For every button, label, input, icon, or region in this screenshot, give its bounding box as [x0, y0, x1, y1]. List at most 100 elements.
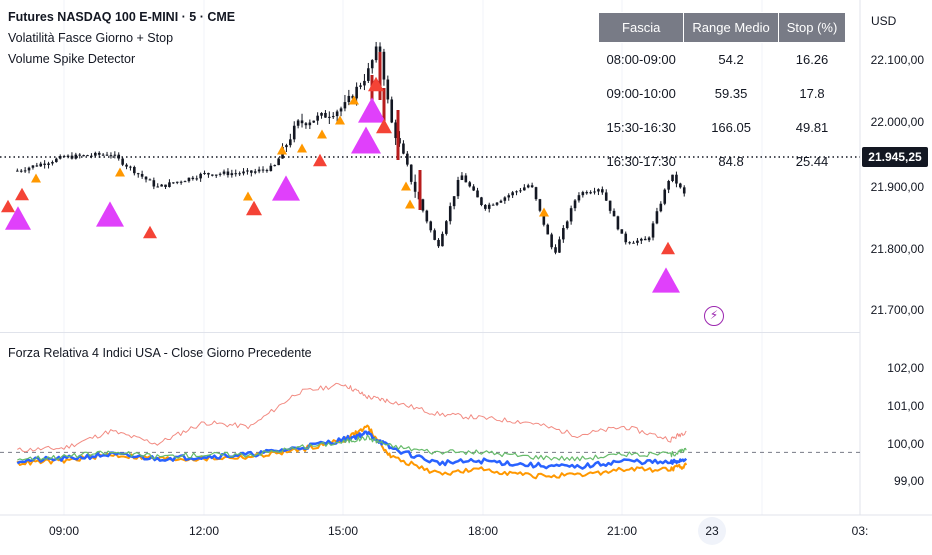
candle-body: [285, 145, 288, 148]
candle-body: [593, 191, 596, 193]
candle-body: [19, 170, 23, 172]
spike-marker: [1, 199, 15, 213]
table-header-fascia: Fascia: [597, 12, 685, 43]
candle-body: [312, 120, 316, 123]
series-line-orange: [16, 424, 688, 480]
candle-body: [663, 189, 667, 204]
candle-body: [129, 166, 132, 168]
candle-body: [101, 154, 105, 156]
flash-icon[interactable]: ⚡: [704, 306, 724, 326]
candle-body: [597, 189, 600, 192]
candle-body: [476, 190, 479, 198]
spike-marker: [15, 187, 29, 201]
price-label: 21.800,00: [870, 242, 924, 256]
candle-body: [105, 154, 109, 156]
candle-body: [413, 181, 417, 192]
candle-body: [484, 204, 487, 209]
spike-marker: [376, 118, 392, 134]
candle-body: [445, 221, 448, 234]
candle-body: [667, 181, 670, 190]
candle-body: [608, 200, 612, 211]
candle-body: [480, 197, 483, 205]
symbol-title[interactable]: Futures NASDAQ 100 E-MINI · 5 · CME: [8, 10, 236, 24]
candle-body: [246, 170, 249, 172]
lower-pane-title[interactable]: Forza Relativa 4 Indici USA - Close Gior…: [8, 346, 312, 360]
candle-body: [97, 152, 101, 155]
candle-body: [460, 175, 464, 180]
spike-marker: [243, 191, 253, 201]
candle-body: [394, 122, 397, 139]
candle-body: [643, 238, 647, 241]
spike-marker: [405, 199, 415, 209]
candle-body: [222, 171, 226, 174]
candle-body: [51, 162, 54, 164]
candle-body: [647, 237, 651, 241]
candle-body: [359, 85, 362, 87]
candle-body: [659, 203, 663, 212]
candle-body: [94, 152, 97, 156]
candle-body: [289, 139, 292, 146]
table-header-range: Range Medio: [683, 12, 779, 43]
candle-body: [58, 156, 62, 159]
candle-body: [585, 192, 589, 194]
candle-body: [398, 138, 401, 144]
table-cell: 09:00-10:00: [606, 86, 676, 101]
candle-body: [339, 108, 343, 112]
candle-body: [550, 234, 553, 248]
candle-body: [402, 143, 405, 154]
spike-marker: [96, 201, 124, 227]
candle-body: [43, 163, 46, 165]
candle-body: [448, 206, 452, 222]
candle-body: [554, 247, 557, 253]
indicator-volatility[interactable]: Volatilità Fasce Giorno + Stop: [8, 31, 174, 45]
candle-body: [70, 155, 74, 159]
candle-body: [511, 192, 514, 196]
candle-body: [16, 170, 19, 172]
price-label: 22.100,00: [870, 53, 924, 67]
spike-marker: [349, 95, 359, 105]
candle-body: [253, 171, 257, 173]
table-cell: 16:30-17:30: [606, 154, 676, 169]
candle-body: [581, 192, 585, 196]
candle-body: [187, 177, 191, 182]
pane-divider[interactable]: [0, 332, 860, 333]
table-row: 15:30-16:30 166.05 49.81: [599, 111, 846, 145]
price-label: 21.700,00: [870, 303, 924, 317]
candle-body: [211, 174, 214, 176]
last-price-tag: 21.945,25: [862, 147, 928, 167]
candle-body: [640, 238, 643, 241]
candle-body: [160, 184, 163, 187]
lower-axis-label: 101,00: [887, 399, 924, 413]
candle-body: [113, 154, 117, 156]
candle-body: [320, 112, 323, 116]
candle-body: [616, 216, 620, 230]
table-row: 16:30-17:30 84.8 25.44: [599, 145, 846, 179]
table-row: 08:00-09:00 54.2 16.26: [599, 43, 846, 77]
candle-body: [144, 176, 148, 180]
candle-body: [558, 239, 561, 253]
candle-body-highlight: [370, 75, 374, 118]
candle-body: [343, 102, 347, 109]
candle-body: [90, 155, 93, 157]
candle-body: [183, 181, 187, 183]
spike-marker: [31, 173, 41, 183]
series-line-green: [17, 434, 687, 462]
candle-body: [651, 223, 655, 238]
candle-body: [324, 112, 327, 118]
candle-body: [74, 154, 78, 159]
candle-body: [456, 179, 460, 197]
candle-body: [78, 154, 82, 156]
indicator-volume-spike[interactable]: Volume Spike Detector: [8, 52, 136, 66]
spike-marker: [652, 267, 680, 293]
currency-button[interactable]: USD: [871, 14, 897, 28]
candle-body: [257, 169, 261, 172]
candle-body: [304, 123, 308, 126]
candle-body: [437, 239, 440, 247]
candle-body: [589, 192, 592, 194]
candle-body: [534, 187, 538, 200]
candle-body: [82, 155, 85, 157]
spike-marker: [351, 126, 381, 154]
table-cell: 17.8: [799, 86, 825, 101]
